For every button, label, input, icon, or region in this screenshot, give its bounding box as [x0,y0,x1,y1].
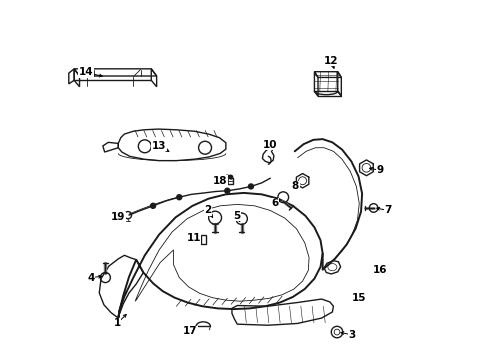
Circle shape [228,175,232,179]
Circle shape [225,175,228,179]
Circle shape [224,188,229,193]
Text: 16: 16 [372,265,386,275]
Text: 1: 1 [113,319,121,328]
Text: 18: 18 [212,176,227,186]
Circle shape [176,195,182,200]
Text: 10: 10 [263,140,277,150]
Text: 8: 8 [291,181,299,192]
Text: 5: 5 [232,211,240,221]
Text: 7: 7 [384,206,391,216]
Text: 15: 15 [351,293,366,303]
Text: 12: 12 [324,56,338,66]
Text: 13: 13 [152,140,166,150]
Text: 19: 19 [111,212,125,222]
Circle shape [150,203,155,208]
Text: 14: 14 [79,67,93,77]
Text: 17: 17 [183,326,197,336]
Text: 11: 11 [186,233,201,243]
Text: 3: 3 [348,330,355,340]
Text: 9: 9 [376,165,383,175]
Circle shape [248,184,253,189]
Text: 4: 4 [87,273,95,283]
Text: 2: 2 [204,206,211,216]
Text: 6: 6 [270,198,278,208]
